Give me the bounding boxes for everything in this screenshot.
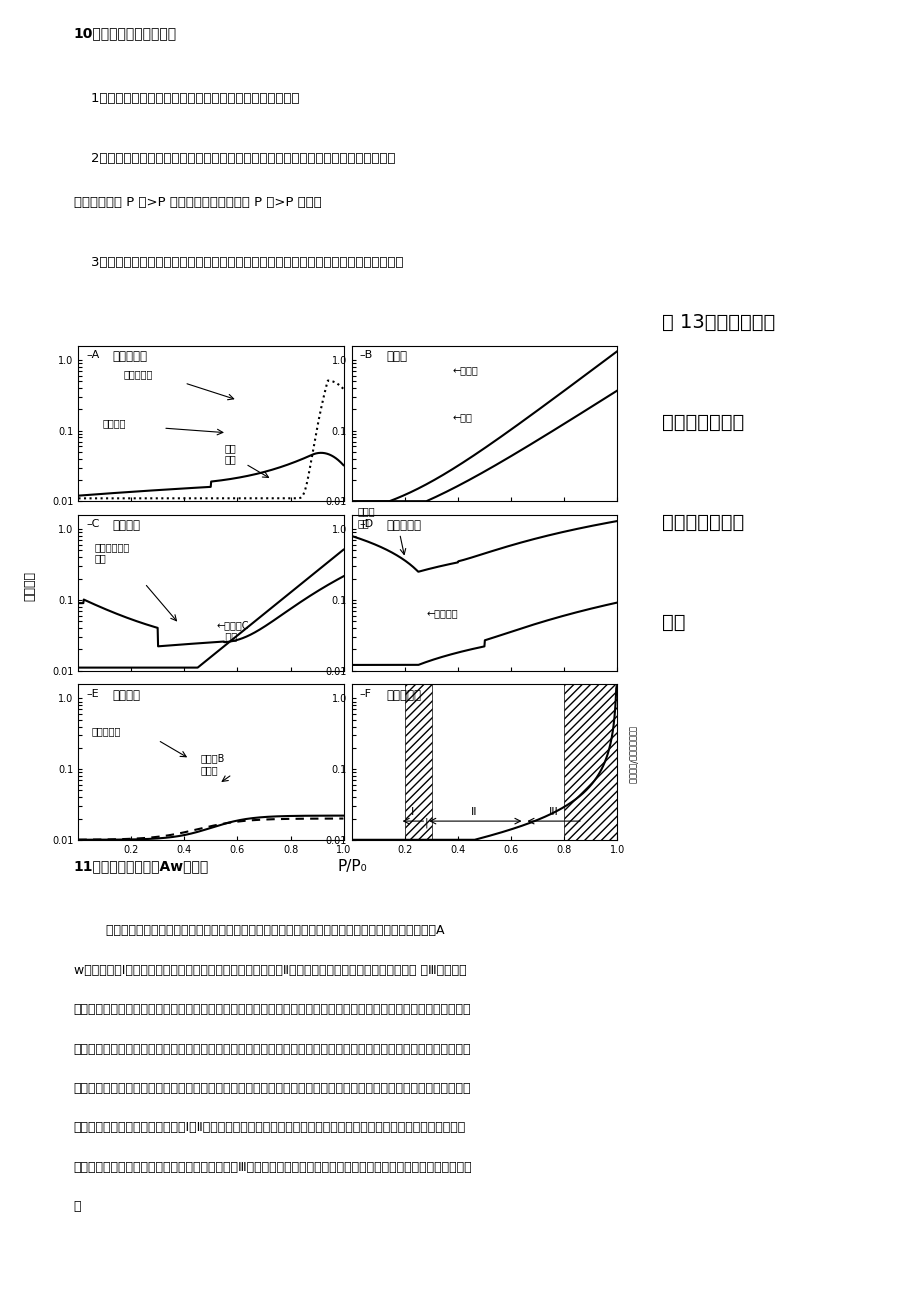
- Text: –B: –B: [359, 350, 373, 361]
- Text: 马铃薯片中的
脂质: 马铃薯片中的 脂质: [94, 542, 130, 564]
- Text: ←维生素C
   损失: ←维生素C 损失: [216, 620, 248, 642]
- Text: （要抽出需要 P 内>P 外，要填满即吸着时需 P 外>P 内）。: （要抽出需要 P 内>P 外，要填满即吸着时需 P 外>P 内）。: [74, 195, 321, 208]
- Text: III: III: [549, 807, 558, 816]
- Text: ←肉脂: ←肉脂: [452, 413, 472, 422]
- Text: |: |: [424, 818, 427, 828]
- Text: 3、解吸时，因组织改变，无法紧密结合水分，因此回吸相同水分含量时其水分活度较高: 3、解吸时，因组织改变，无法紧密结合水分，因此回吸相同水分含量时其水分活度较高: [74, 255, 403, 268]
- Text: 图 13：水分活度、: 图 13：水分活度、: [662, 312, 775, 332]
- Text: 1、解吸过程中一些吸水与非水溶液成分作用而无法释放。: 1、解吸过程中一些吸水与非水溶液成分作用而无法释放。: [74, 91, 299, 104]
- Text: 。: 。: [74, 1200, 81, 1213]
- Text: 过溶胀而更加暴露，氧化速度加快。当含水量达到Ⅲ区时，大量的水降低了反应物和催化剂的浓度，氧化速度又有所降低: 过溶胀而更加暴露，氧化速度加快。当含水量达到Ⅲ区时，大量的水降低了反应物和催化剂…: [74, 1160, 471, 1173]
- Text: P/P₀: P/P₀: [336, 859, 367, 874]
- Text: –D: –D: [359, 519, 374, 530]
- Text: 啤酒酵母: 啤酒酵母: [102, 418, 126, 428]
- Text: 附等温线之间的: 附等温线之间的: [662, 513, 743, 531]
- Text: ←卵磷脂: ←卵磷脂: [452, 366, 478, 375]
- Text: 11、脂类氧化反应与Aw的关系: 11、脂类氧化反应与Aw的关系: [74, 859, 209, 874]
- Text: 酶水解: 酶水解: [386, 350, 407, 363]
- Text: 美拉德反应: 美拉德反应: [386, 519, 421, 533]
- Text: –E: –E: [86, 689, 98, 699]
- Text: 合，降低了氢过氧化合物分解的活性，从而降低了脂肪的氧化反应的速度。从没有水开始，随着水量的增加，保护作用增: 合，降低了氢过氧化合物分解的活性，从而降低了脂肪的氧化反应的速度。从没有水开始，…: [74, 1043, 471, 1056]
- Text: 金链
球菌: 金链 球菌: [224, 443, 235, 465]
- Bar: [563, 684, 617, 840]
- Bar: [404, 684, 431, 840]
- Text: 食品稳定性和吸: 食品稳定性和吸: [662, 413, 743, 431]
- Text: I: I: [411, 807, 414, 816]
- Text: 二孢耐旱菌: 二孢耐旱菌: [123, 368, 153, 379]
- Text: 微生物生长: 微生物生长: [113, 350, 148, 363]
- Text: 其他反应: 其他反应: [113, 689, 141, 702]
- Text: –C: –C: [86, 519, 99, 530]
- Text: 维生素B
的损失: 维生素B 的损失: [200, 754, 224, 775]
- Text: 叶绿素损失: 叶绿素损失: [91, 727, 120, 736]
- Text: 影响脂肪品质的化学反应主要为酸败，而酸败过程的化学本质是空气中氧的自动化。脂类氧化反应与A: 影响脂肪品质的化学反应主要为酸败，而酸败过程的化学本质是空气中氧的自动化。脂类氧…: [74, 924, 444, 937]
- Text: 强，因此氧化过程有一个降低的过程。除了水对氢过氧化物的保护作用外，水与金属的结合还可使金属离子对脂肪氧化反: 强，因此氧化过程有一个降低的过程。除了水对氢过氧化物的保护作用外，水与金属的结合…: [74, 1082, 471, 1095]
- Text: w的关系：在Ⅰ区中，氧化反应的速度随水分的增加而降低；在Ⅱ区中，反应的速度随水分的增加而加快 在Ⅲ区中，反: w的关系：在Ⅰ区中，氧化反应的速度随水分的增加而降低；在Ⅱ区中，反应的速度随水分…: [74, 963, 466, 976]
- Text: –F: –F: [359, 689, 371, 699]
- Text: II: II: [471, 807, 477, 816]
- Text: 10、引起滞后现象的原因: 10、引起滞后现象的原因: [74, 26, 176, 40]
- Text: 应的速度随水分的增加呈下降趋势。其原因是脂类氧化反应的本质是水与脂肪自动氧化中形成的氢过氧化合物通过氢键结: 应的速度随水分的增加呈下降趋势。其原因是脂类氧化反应的本质是水与脂肪自动氧化中形…: [74, 1003, 471, 1016]
- Text: 相对速度: 相对速度: [23, 570, 37, 602]
- Text: 应的催化作用降低。当含水量超过Ⅰ、Ⅱ区交界时，较大量的通过溶解作用可以有效的增加氧的含量，还可使脂肪分子通: 应的催化作用降低。当含水量超过Ⅰ、Ⅱ区交界时，较大量的通过溶解作用可以有效的增加…: [74, 1121, 465, 1134]
- Text: 赖氨酸
损失: 赖氨酸 损失: [357, 506, 374, 527]
- Text: 氧化反应: 氧化反应: [113, 519, 141, 533]
- Text: 2、样品中不规则形状产生的毛细管现象的部位，欲填满或抽空水分需要不同的蒸汽压: 2、样品中不规则形状产生的毛细管现象的部位，欲填满或抽空水分需要不同的蒸汽压: [74, 152, 394, 165]
- Text: 关系: 关系: [662, 612, 686, 631]
- Text: 水分含量（克水/克干燥）: 水分含量（克水/克干燥）: [628, 727, 636, 784]
- Text: –A: –A: [86, 350, 99, 361]
- Text: 吸附等温线: 吸附等温线: [386, 689, 421, 702]
- Text: ←褐色增加: ←褐色增加: [425, 608, 458, 618]
